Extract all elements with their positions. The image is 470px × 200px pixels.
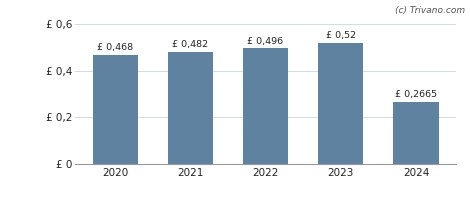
Bar (243, 48, 288, 164)
Text: £ 0,52: £ 0,52 (326, 31, 356, 40)
Text: (c) Trivano.com: (c) Trivano.com (395, 6, 465, 15)
Bar (168, 52, 213, 164)
Bar (393, 102, 439, 164)
Text: £ 0,468: £ 0,468 (97, 43, 133, 52)
Bar (318, 43, 363, 164)
Text: £ 0,2665: £ 0,2665 (395, 90, 437, 99)
Text: £ 0,482: £ 0,482 (172, 40, 208, 49)
Text: £ 0,496: £ 0,496 (248, 37, 283, 46)
Bar (93, 55, 138, 164)
